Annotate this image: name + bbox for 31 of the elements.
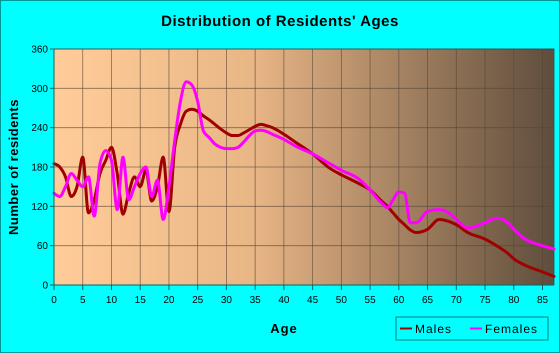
x-tick-label: 60 [393, 295, 405, 306]
y-axis-title: Number of residents [6, 99, 21, 235]
x-tick-label: 85 [536, 295, 549, 306]
x-tick-label: 55 [364, 295, 376, 306]
x-axis-title: Age [270, 321, 298, 336]
y-tick-label: 300 [31, 84, 48, 95]
x-tick-label: 20 [163, 295, 175, 306]
y-tick-label: 120 [31, 202, 48, 213]
x-tick-label: 15 [134, 295, 146, 306]
x-tick-label: 5 [80, 295, 86, 306]
x-tick-label: 70 [450, 295, 462, 306]
x-tick-label: 25 [192, 295, 204, 306]
y-tick-label: 360 [31, 44, 48, 56]
y-tick-label: 180 [31, 162, 48, 174]
y-tick-label: 60 [36, 241, 48, 252]
chart-title: Distribution of Residents' Ages [161, 13, 399, 30]
x-tick-label: 10 [106, 295, 118, 306]
line-series [52, 80, 556, 250]
x-tick-label: 0 [51, 295, 58, 306]
x-tick-label: 65 [422, 295, 434, 306]
x-tick-label: 30 [220, 295, 232, 306]
x-tick-label: 50 [336, 295, 348, 306]
legend-label: Males [415, 322, 452, 336]
y-tick-label: 240 [31, 123, 48, 134]
x-tick-label: 35 [250, 295, 262, 306]
x-tick-label: 80 [508, 295, 520, 306]
legend-label: Females [485, 322, 538, 336]
x-tick-label: 45 [307, 295, 319, 306]
x-tick-label: 75 [479, 295, 492, 306]
y-tick-label: 0 [42, 280, 48, 292]
x-tick-label: 40 [278, 295, 290, 306]
